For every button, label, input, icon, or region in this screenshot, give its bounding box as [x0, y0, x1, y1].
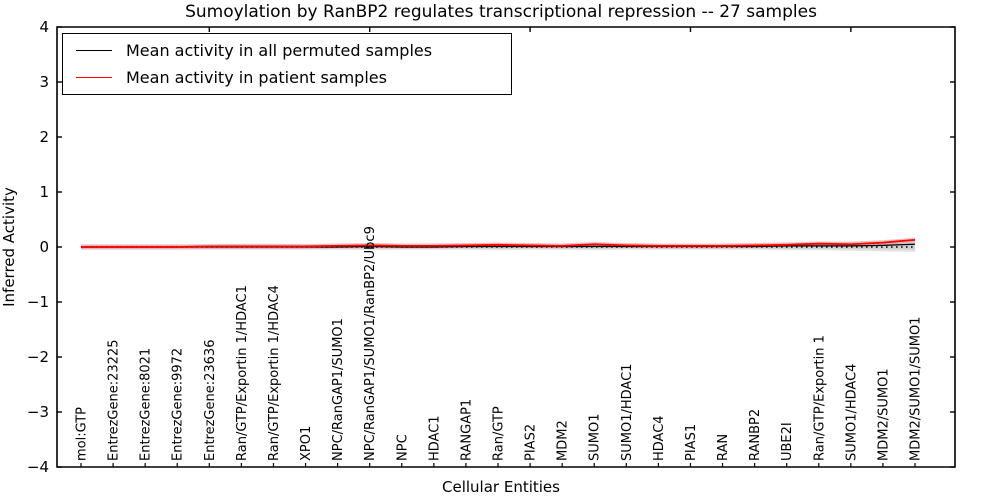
y-tick-label: −1: [27, 293, 49, 311]
chart-title: Sumoylation by RanBP2 regulates transcri…: [185, 2, 817, 22]
x-category-label: XPO1: [299, 426, 314, 461]
x-category-label: Ran/GTP/Exportin 1/HDAC4: [267, 285, 282, 461]
x-category-label: RAN: [716, 434, 731, 461]
legend-label-patient: Mean activity in patient samples: [126, 67, 387, 87]
chart-layer: 4 3 2 1 0 −1 −2 −3 −4 mol:GTP EntrezGene:23225 Entr…: [27, 18, 956, 476]
x-category-label: HDAC4: [652, 415, 667, 461]
legend-line-sample-patient: [76, 76, 112, 78]
legend: Mean activity in all permuted samples Me…: [62, 33, 512, 95]
x-category-label: NPC/RanGAP1/SUMO1/RanBP2/Ubc9: [363, 226, 378, 461]
series-line-patient: [81, 238, 916, 248]
x-category-label: HDAC1: [427, 415, 442, 461]
y-tick-label: 0: [39, 238, 49, 256]
x-category-label: EntrezGene:8021: [139, 348, 154, 461]
x-category-label: Ran/GTP/Exportin 1/HDAC1: [235, 285, 250, 461]
x-category-label: PIAS1: [684, 424, 699, 461]
x-category-label: PIAS2: [524, 424, 539, 461]
y-tick-label: −4: [27, 458, 49, 476]
x-category-label: EntrezGene:9972: [171, 348, 186, 461]
y-tick-label: −3: [27, 403, 49, 421]
x-category-label: MDM2: [556, 420, 571, 461]
y-tick-label: 2: [39, 128, 49, 146]
y-tick-label: 3: [39, 73, 49, 91]
x-category-label: MDM2/SUMO1: [876, 368, 891, 461]
legend-item-permuted: Mean activity in all permuted samples: [63, 41, 511, 60]
x-category-label: RANBP2: [748, 409, 763, 461]
x-category-label: NPC/RanGAP1/SUMO1: [331, 318, 346, 461]
legend-line-sample-permuted: [76, 50, 112, 52]
x-category-label: NPC: [395, 434, 410, 461]
legend-label-permuted: Mean activity in all permuted samples: [126, 41, 433, 61]
x-category-label: Ran/GTP/Exportin 1: [812, 335, 827, 461]
x-category-label: EntrezGene:23636: [203, 340, 218, 461]
y-tick-label: 4: [39, 18, 49, 36]
x-category-label: mol:GTP: [75, 407, 90, 461]
x-category-label: SUMO1/HDAC4: [844, 364, 859, 461]
x-category-label: RANGAP1: [459, 399, 474, 461]
y-axis-label: Inferred Activity: [0, 187, 18, 307]
x-category-label: Ran/GTP: [492, 406, 507, 461]
x-category-label: SUMO1/HDAC1: [620, 364, 635, 461]
x-category-label: EntrezGene:23225: [107, 340, 122, 461]
y-tick-label: −2: [27, 348, 49, 366]
x-axis-label: Cellular Entities: [442, 478, 560, 496]
x-category-label: SUMO1: [588, 414, 603, 462]
x-category-label: UBE2I: [780, 422, 795, 461]
legend-item-patient: Mean activity in patient samples: [63, 68, 511, 87]
y-tick-label: 1: [39, 183, 49, 201]
x-category-label: MDM2/SUMO1/SUMO1: [909, 317, 924, 461]
